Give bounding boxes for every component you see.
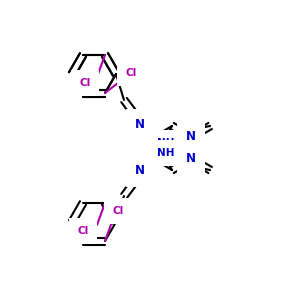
Text: N: N bbox=[135, 118, 145, 131]
Text: NH: NH bbox=[157, 138, 175, 148]
Text: Cl: Cl bbox=[125, 68, 136, 78]
Text: NH: NH bbox=[157, 148, 175, 158]
Text: Cl: Cl bbox=[80, 78, 91, 88]
Text: N: N bbox=[186, 152, 196, 166]
Text: Cl: Cl bbox=[77, 226, 88, 236]
Text: Cl: Cl bbox=[112, 206, 124, 216]
Text: N: N bbox=[186, 130, 196, 143]
Text: N: N bbox=[135, 164, 145, 178]
